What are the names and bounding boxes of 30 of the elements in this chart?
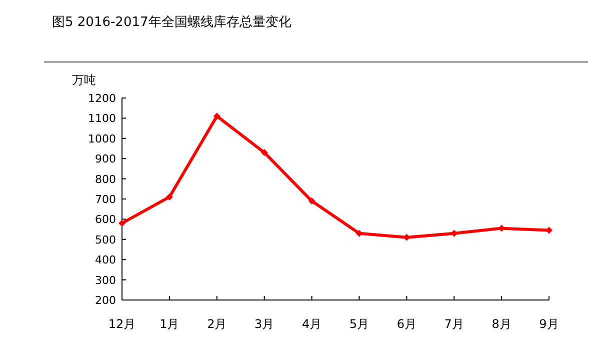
x-tick-label: 12月: [108, 317, 136, 331]
x-tick-label: 9月: [539, 317, 559, 331]
y-tick-label: 800: [95, 172, 116, 186]
point: [213, 112, 220, 120]
y-tick-label: 600: [95, 213, 116, 226]
x-tick-label: 8月: [492, 317, 512, 331]
x-tick-label: 6月: [396, 317, 416, 331]
point: [118, 220, 126, 227]
point: [546, 226, 552, 234]
y-tick-label: 400: [95, 254, 116, 267]
y-tick-label: 700: [95, 193, 116, 206]
point: [356, 230, 363, 237]
point: [166, 193, 173, 200]
y-tick-label: 900: [95, 152, 116, 166]
x-tick-label: 5月: [349, 317, 370, 331]
point: [260, 149, 268, 156]
chart-title: 图5 2016-2017年全国螺线库存总量变化: [52, 15, 292, 30]
y-tick-label: 300: [95, 274, 116, 287]
x-tick-label: 7月: [444, 317, 464, 331]
x-tick-label: 3月: [254, 317, 274, 331]
y-tick-label: 500: [95, 233, 116, 246]
x-tick-label: 4月: [302, 317, 322, 331]
x-tick-label: 2月: [207, 317, 227, 331]
point: [308, 198, 316, 205]
x-tick-label: 1月: [160, 317, 180, 331]
y-tick-label: 1200: [88, 92, 116, 105]
y-tick-label: 1100: [88, 112, 116, 126]
y-tick-label: 200: [95, 294, 116, 307]
y-tick-label: 1000: [88, 132, 116, 146]
y-axis-title: 万吨: [72, 73, 96, 87]
